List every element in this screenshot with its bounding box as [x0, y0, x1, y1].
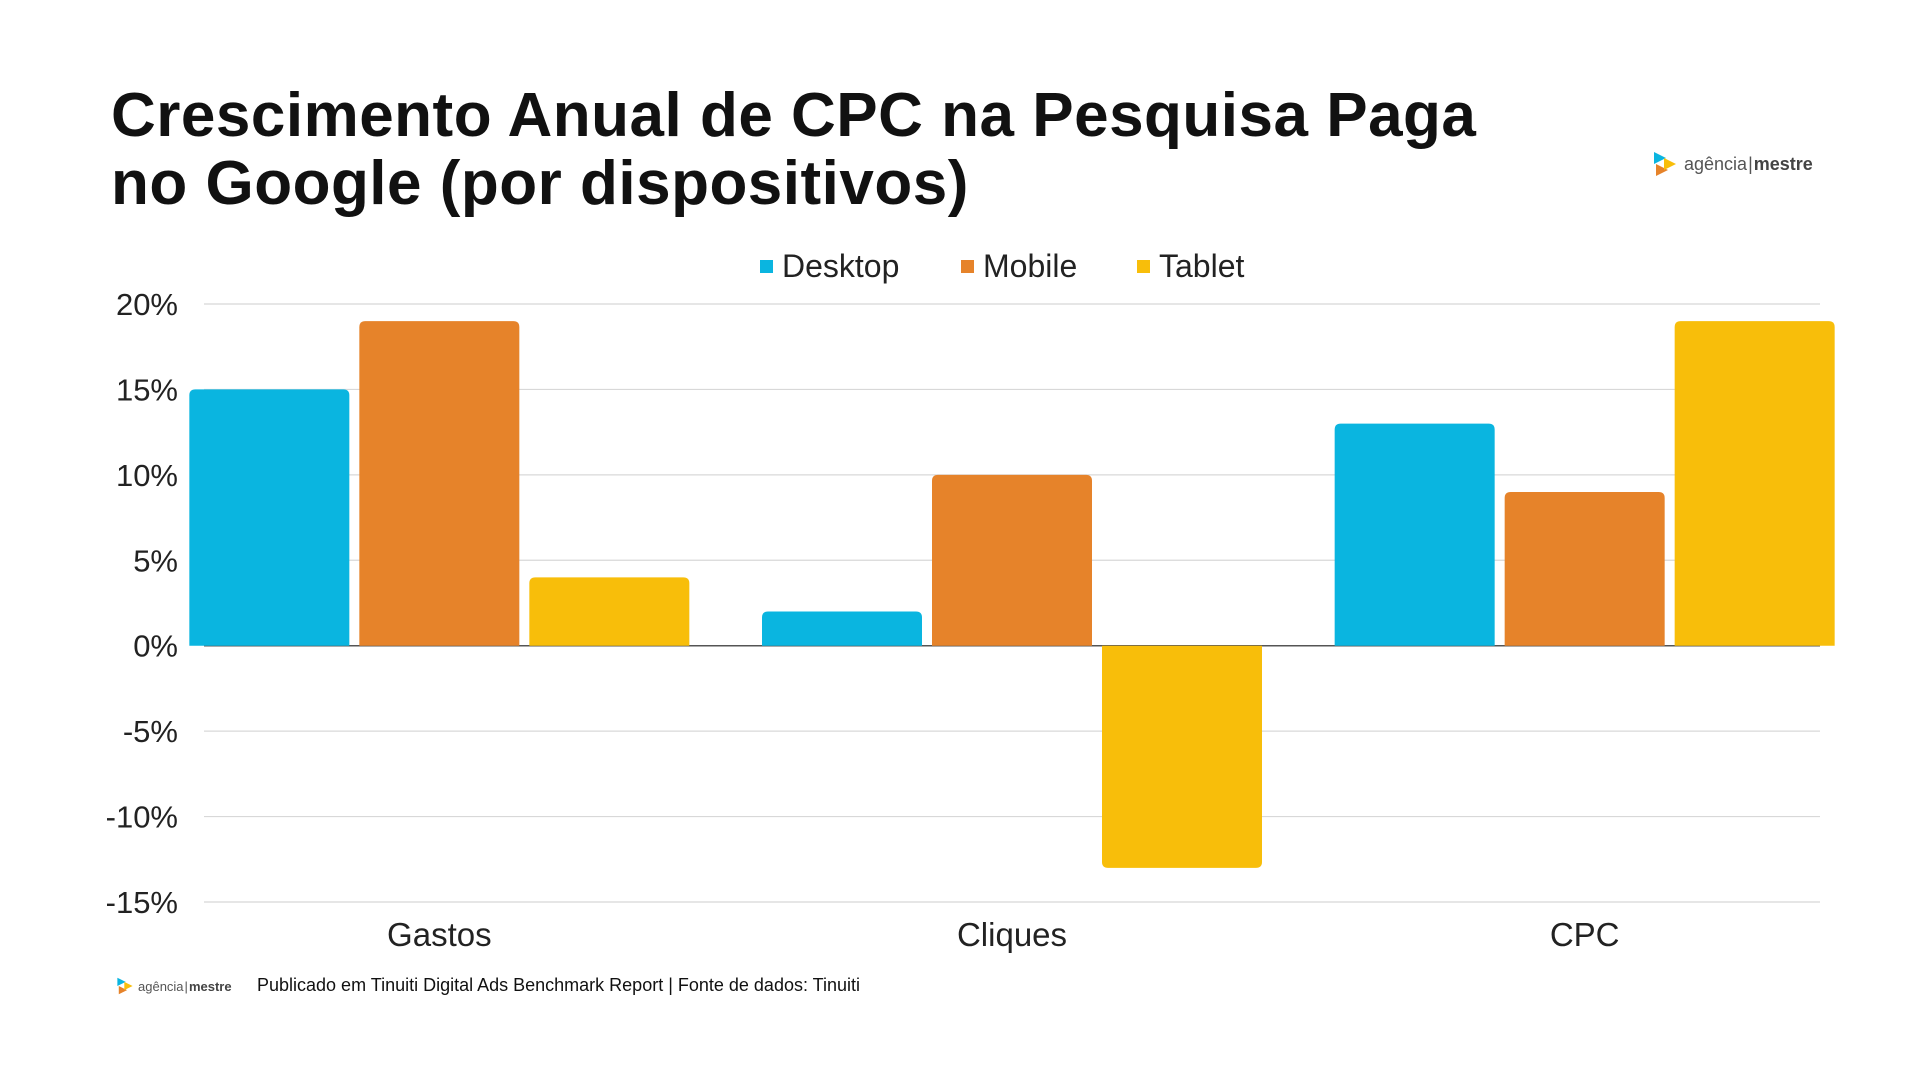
brand-name-part2: mestre: [1753, 153, 1813, 174]
logo-shape-yellow: [1664, 158, 1676, 170]
bar-desktop-gastos: [189, 389, 350, 646]
bar-mobile-cliques: [932, 474, 1092, 646]
x-category-label: Cliques: [957, 916, 1067, 953]
logo-shape-yellow-small: [124, 981, 133, 991]
y-tick-label: -5%: [123, 714, 178, 749]
brand-name-part1: agência: [1684, 153, 1748, 174]
legend-swatch-mobile: [961, 260, 974, 273]
x-category-label: Gastos: [387, 916, 492, 953]
logo-shape-orange: [1656, 164, 1668, 176]
brand-logo-top: agência|mestre: [1652, 150, 1813, 178]
legend-label-mobile: Mobile: [983, 248, 1077, 284]
bar-tablet-cpc: [1674, 321, 1835, 646]
bar-chart: 20% 15% 10% 5% 0% -5% -10% -15% Gastos Cliques CPC…: [106, 248, 1835, 953]
logo-shape-blue-small: [117, 977, 126, 986]
bar-desktop-cpc: [1334, 423, 1495, 646]
brand-logo-icon: [1654, 152, 1676, 176]
brand-separator: |: [1748, 153, 1753, 174]
bar-tablet-cliques: [1102, 645, 1262, 868]
legend-label-desktop: Desktop: [782, 248, 899, 284]
y-tick-label: 0%: [133, 629, 178, 664]
legend-swatch-desktop: [760, 260, 773, 273]
y-tick-label: -10%: [106, 800, 178, 835]
chart-title-line-1: Crescimento Anual de CPC na Pesquisa Pag…: [111, 81, 1477, 150]
legend-swatch-tablet: [1137, 260, 1150, 273]
brand-logo-text-small: agência|mestre: [138, 979, 232, 994]
y-tick-label: 20%: [116, 287, 178, 322]
brand-name-part2-small: mestre: [188, 978, 232, 994]
y-tick-label: -15%: [106, 885, 178, 920]
chart-title: Crescimento Anual de CPC na Pesquisa Pag…: [111, 82, 1611, 218]
brand-separator-small: |: [184, 978, 188, 994]
logo-shape-orange-small: [118, 986, 128, 995]
source-footnote: Publicado em Tinuiti Digital Ads Benchma…: [257, 975, 860, 995]
logo-shape-blue: [1654, 152, 1666, 164]
chart-title-line-2: no Google (por dispositivos): [111, 149, 969, 218]
brand-logo-text: agência|mestre: [1684, 154, 1813, 175]
bar-mobile-gastos: [359, 321, 520, 646]
legend-label-tablet: Tablet: [1159, 248, 1245, 284]
y-tick-label: 10%: [116, 458, 178, 493]
brand-name-part1-small: agência: [138, 978, 184, 994]
bar-mobile-cpc: [1504, 491, 1665, 646]
brand-logo-icon-small: [117, 977, 133, 995]
y-tick-label: 15%: [116, 372, 178, 407]
brand-logo-bottom: agência|mestre: [116, 976, 232, 996]
bar-desktop-cliques: [762, 611, 922, 646]
y-tick-label: 5%: [133, 543, 178, 578]
bar-tablet-gastos: [529, 577, 690, 646]
x-category-label: CPC: [1550, 916, 1620, 953]
